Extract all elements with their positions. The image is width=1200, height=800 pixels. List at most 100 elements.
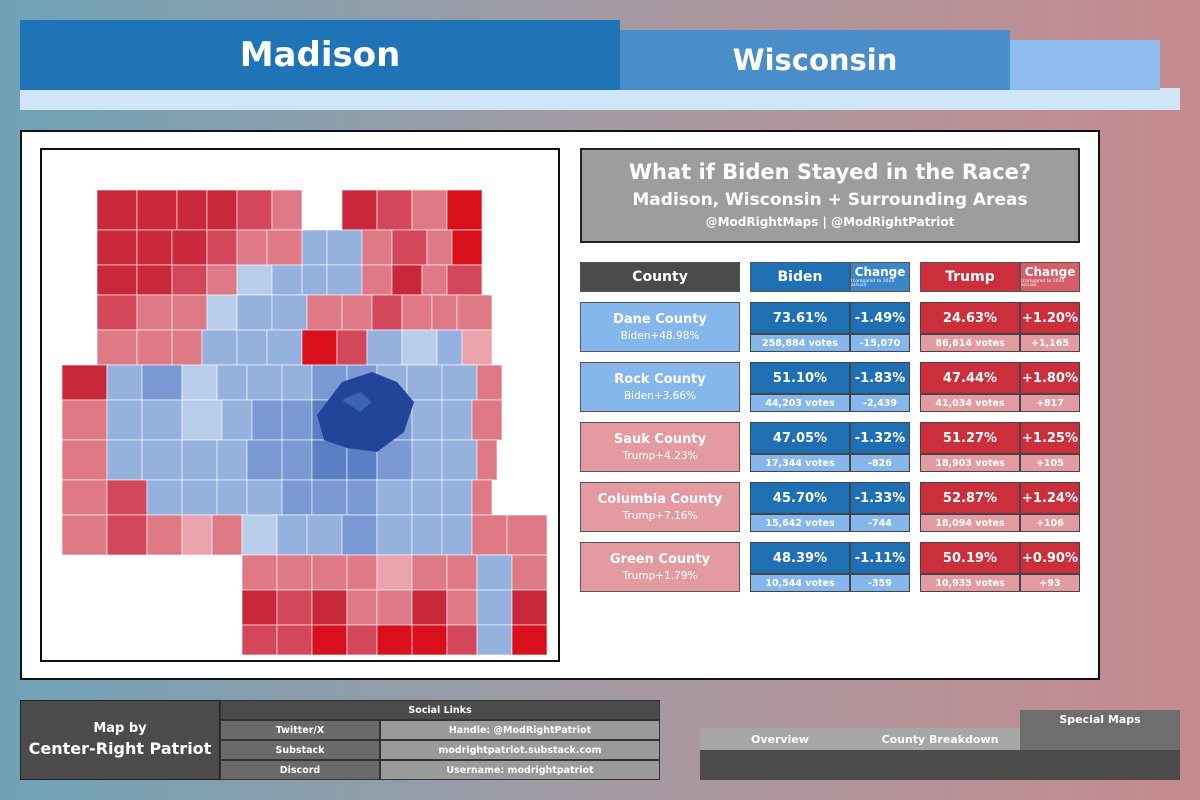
map-precinct[interactable] [146,514,183,556]
map-precinct[interactable] [376,554,413,591]
map-precinct[interactable] [446,264,483,296]
map-precinct[interactable] [141,439,183,481]
map-precinct[interactable] [106,439,143,481]
map-precinct[interactable] [471,479,493,516]
map-precinct[interactable] [216,439,248,481]
map-precinct[interactable] [376,189,413,231]
map-precinct[interactable] [216,479,248,516]
map-precinct[interactable] [461,329,493,366]
map-precinct[interactable] [246,439,283,481]
map-precinct[interactable] [376,589,413,626]
map-precinct[interactable] [411,439,443,481]
map-precinct[interactable] [241,589,278,626]
madison-city-area[interactable] [317,372,414,452]
map-precinct[interactable] [276,624,313,656]
map-precinct[interactable] [171,329,203,366]
map-precinct[interactable] [96,329,138,366]
map-precinct[interactable] [306,514,343,556]
map-precinct[interactable] [141,399,183,441]
map-precinct[interactable] [271,264,303,296]
map-precinct[interactable] [61,479,108,516]
map-precinct[interactable] [106,514,148,556]
map-precinct[interactable] [446,554,478,591]
map-precinct[interactable] [311,589,348,626]
map-precinct[interactable] [511,589,548,626]
map-precinct[interactable] [476,439,498,481]
map-precinct[interactable] [136,189,178,231]
map-precinct[interactable] [206,264,238,296]
map-precinct[interactable] [201,329,238,366]
map-precinct[interactable] [446,624,478,656]
map-precinct[interactable] [181,514,213,556]
tab-special-maps[interactable]: Special Maps [1020,710,1180,750]
map-precinct[interactable] [421,264,448,296]
map-precinct[interactable] [236,329,268,366]
map-precinct[interactable] [241,624,278,656]
map-precinct[interactable] [301,229,328,266]
map-precinct[interactable] [271,189,303,231]
social-value-twitter[interactable]: Handle: @ModRightPatriot [380,720,660,740]
map-precinct[interactable] [281,364,313,401]
map-precinct[interactable] [346,554,378,591]
map-precinct[interactable] [61,439,108,481]
map-precinct[interactable] [171,294,208,331]
map-precinct[interactable] [411,399,443,441]
map-precinct[interactable] [311,624,348,656]
map-precinct[interactable] [346,589,378,626]
map-precinct[interactable] [311,479,348,516]
map-precinct[interactable] [246,479,283,516]
map-precinct[interactable] [136,294,173,331]
map-precinct[interactable] [246,364,283,401]
map-precinct[interactable] [61,399,108,441]
map-precinct[interactable] [476,554,513,591]
map-precinct[interactable] [431,294,458,331]
tab-county-breakdown[interactable]: County Breakdown [860,728,1020,750]
map-precinct[interactable] [241,514,278,556]
map-precinct[interactable] [326,264,363,296]
map-precinct[interactable] [336,329,368,366]
map-precinct[interactable] [401,329,438,366]
map-precinct[interactable] [141,364,183,401]
map-precinct[interactable] [376,624,413,656]
map-precinct[interactable] [61,364,108,401]
map-precinct[interactable] [511,554,548,591]
map-precinct[interactable] [441,514,473,556]
map-precinct[interactable] [341,294,373,331]
map-precinct[interactable] [411,589,448,626]
map-precinct[interactable] [266,329,303,366]
map-precinct[interactable] [276,514,308,556]
map-precinct[interactable] [311,554,348,591]
map-precinct[interactable] [276,589,313,626]
map-precinct[interactable] [406,364,443,401]
map-precinct[interactable] [476,589,513,626]
map-precinct[interactable] [441,399,473,441]
map-precinct[interactable] [271,294,308,331]
social-value-discord[interactable]: Username: modrightpatriot [380,760,660,780]
map-precinct[interactable] [346,624,378,656]
map-precinct[interactable] [171,229,208,266]
map-precinct[interactable] [61,514,108,556]
map-precinct[interactable] [391,264,423,296]
map-precinct[interactable] [206,294,238,331]
map-precinct[interactable] [341,514,378,556]
map-precinct[interactable] [96,294,138,331]
map-precinct[interactable] [376,514,413,556]
map-precinct[interactable] [411,624,448,656]
map-precinct[interactable] [281,479,313,516]
map-precinct[interactable] [311,439,348,481]
map-precinct[interactable] [446,189,483,231]
map-precinct[interactable] [181,364,218,401]
map-precinct[interactable] [251,399,283,441]
map-precinct[interactable] [181,399,223,441]
map-precinct[interactable] [456,294,493,331]
map-precinct[interactable] [221,399,253,441]
map-precinct[interactable] [211,514,243,556]
map-precinct[interactable] [506,514,548,556]
map-precinct[interactable] [326,229,363,266]
social-value-substack[interactable]: modrightpatriot.substack.com [380,740,660,760]
map-precinct[interactable] [476,624,513,656]
map-precinct[interactable] [361,264,393,296]
map-precinct[interactable] [511,624,548,656]
map-precinct[interactable] [216,364,248,401]
tab-overview[interactable]: Overview [700,728,860,750]
